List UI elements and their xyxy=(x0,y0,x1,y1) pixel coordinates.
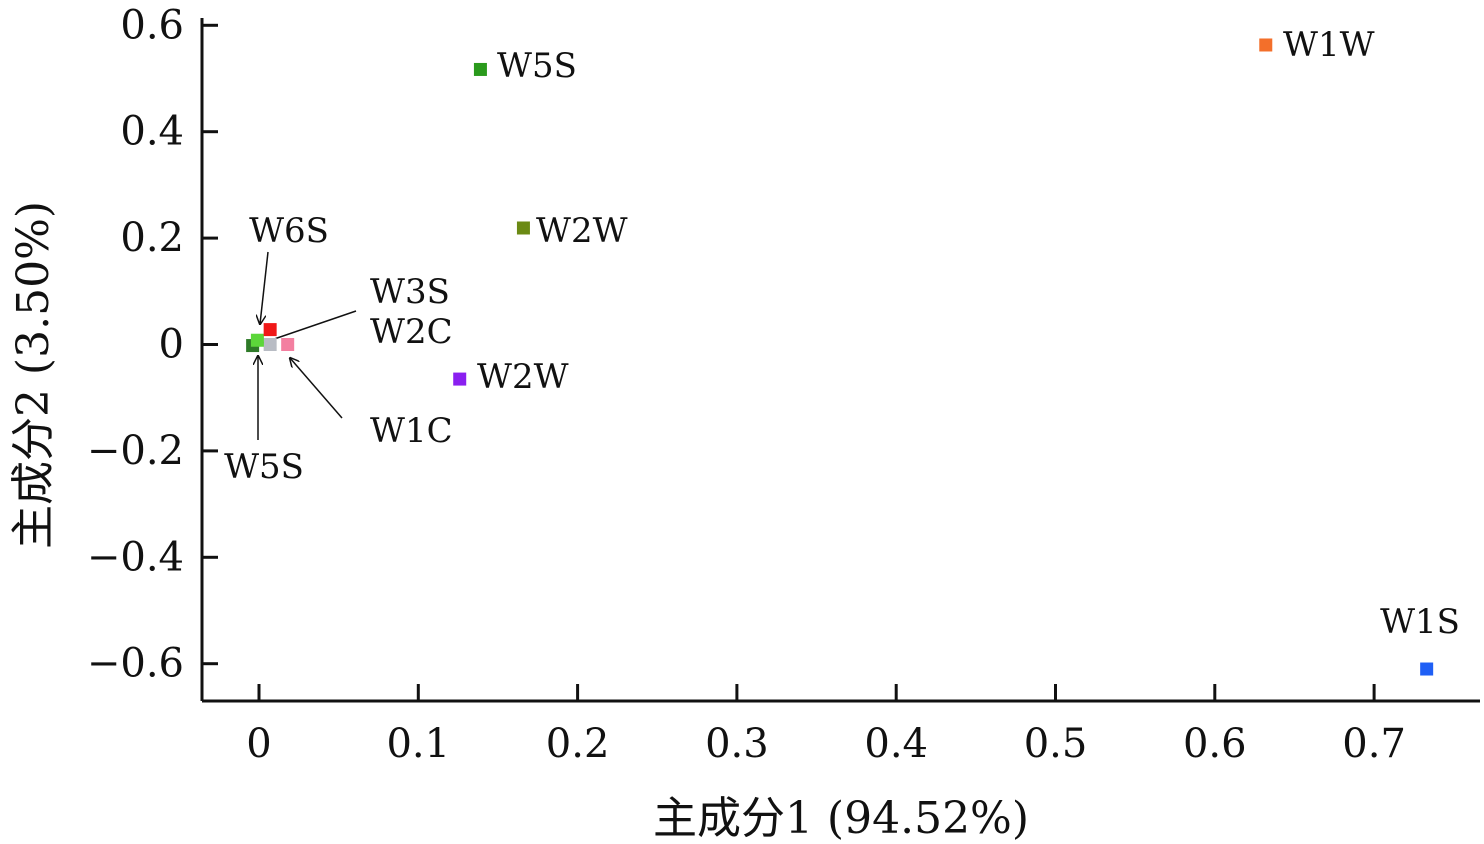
point-label: W5S xyxy=(224,447,304,487)
x-tick-label: 0.7 xyxy=(1342,721,1406,767)
x-axis-label: 主成分1 (94.52%) xyxy=(653,793,1029,844)
point-label: W1W xyxy=(1283,25,1375,65)
callout-arrow xyxy=(260,251,269,324)
y-tick-label: −0.4 xyxy=(87,534,184,580)
data-point xyxy=(250,333,264,347)
point-label: W1C xyxy=(370,411,453,451)
y-tick-label: 0 xyxy=(159,322,184,368)
data-point xyxy=(281,338,295,351)
x-ticks: 0 0.1 0.2 0.3 0.4 0.5 0.6 0.7 xyxy=(246,684,1406,767)
point-label: W3S xyxy=(370,272,450,312)
x-tick-label: 0.5 xyxy=(1024,721,1088,767)
data-point xyxy=(473,62,487,76)
x-tick-label: 0.1 xyxy=(386,721,450,767)
point-label: W2W xyxy=(477,357,569,397)
data-point xyxy=(453,372,467,386)
point-label: W1S xyxy=(1380,602,1460,642)
x-tick-label: 0 xyxy=(246,721,271,767)
data-point xyxy=(263,338,277,351)
callout-arrow xyxy=(290,358,343,419)
x-tick-label: 0.4 xyxy=(864,721,928,767)
y-tick-label: 0.6 xyxy=(120,2,184,48)
y-ticks: 0.6 0.4 0.2 0 −0.2 −0.4 −0.6 xyxy=(87,2,218,687)
point-label: W2W xyxy=(536,211,628,251)
y-tick-label: −0.2 xyxy=(87,428,184,474)
x-tick-label: 0.6 xyxy=(1183,721,1247,767)
y-axis-label: 主成分2 (3.50%) xyxy=(8,201,59,549)
data-point xyxy=(1259,38,1273,52)
data-point xyxy=(516,221,530,235)
data-points: W1W W5S W2W W2W W1S W3S W1C W2C W6S W5S xyxy=(224,25,1460,676)
x-tick-label: 0.3 xyxy=(705,721,769,767)
data-point xyxy=(263,323,277,337)
y-tick-label: 0.2 xyxy=(120,215,184,261)
data-point xyxy=(1420,662,1434,676)
point-label: W2C xyxy=(370,312,453,352)
y-tick-label: −0.6 xyxy=(87,641,184,687)
point-label: W5S xyxy=(497,46,577,86)
y-tick-label: 0.4 xyxy=(120,109,184,155)
point-label: W6S xyxy=(249,211,329,251)
x-tick-label: 0.2 xyxy=(546,721,610,767)
